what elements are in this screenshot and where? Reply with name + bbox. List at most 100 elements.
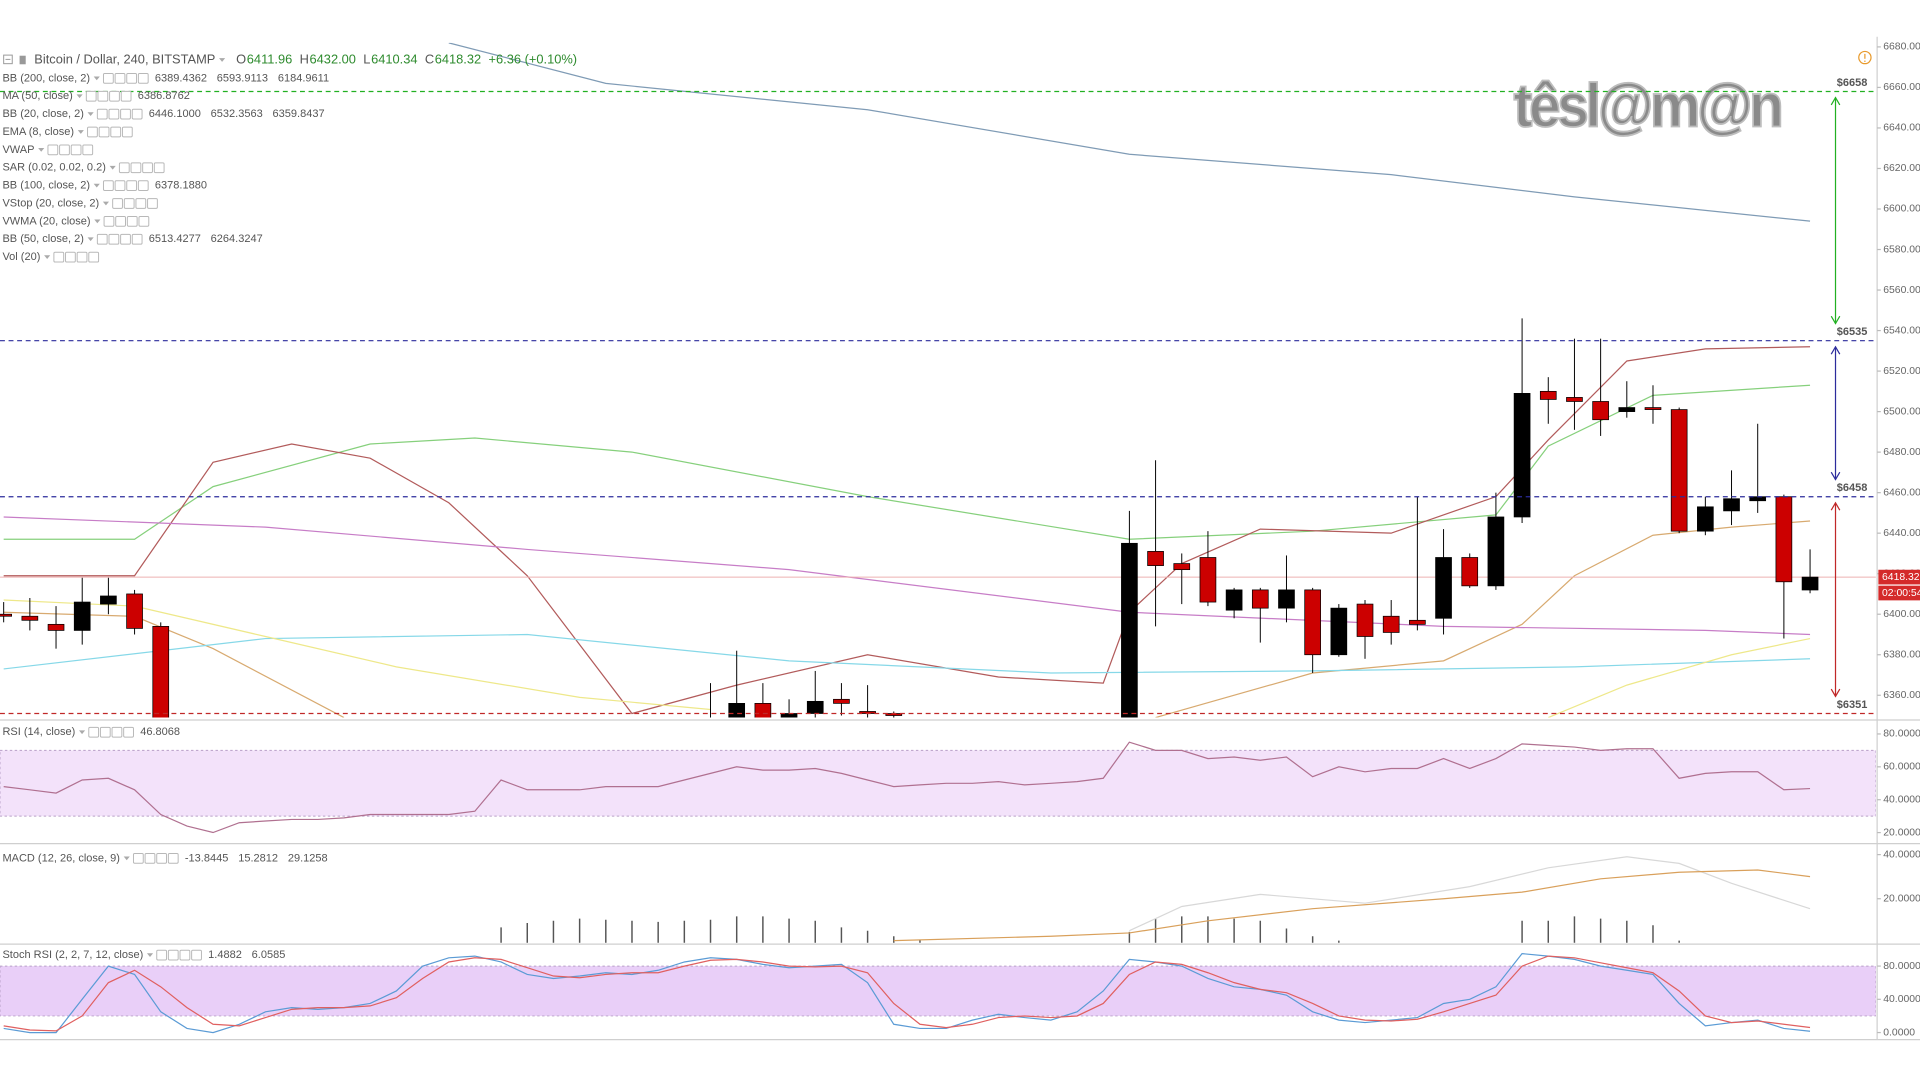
- legend-icon[interactable]: [87, 126, 98, 138]
- legend-icon[interactable]: [97, 90, 109, 102]
- legend-icon[interactable]: [137, 180, 149, 192]
- dropdown-caret[interactable]: [38, 148, 45, 152]
- legend-icon[interactable]: [96, 233, 108, 245]
- legend-icon[interactable]: [191, 949, 202, 961]
- dropdown-caret[interactable]: [109, 165, 116, 170]
- legend-icon[interactable]: [114, 72, 126, 84]
- legend-name: Stoch RSI (2, 2, 7, 12, close): [2, 949, 143, 961]
- dropdown-caret[interactable]: [87, 112, 94, 116]
- legend-icon[interactable]: [120, 90, 132, 102]
- legend-icon[interactable]: [120, 108, 131, 120]
- legend-icon[interactable]: [53, 251, 65, 263]
- level-label: $6658: [1837, 77, 1868, 89]
- legend-icon[interactable]: [126, 72, 138, 84]
- legend-icon[interactable]: [88, 251, 100, 263]
- candle-body: [126, 593, 143, 629]
- dropdown-caret[interactable]: [123, 856, 130, 861]
- legend-value: 6389.4362: [155, 72, 207, 84]
- legend-icon[interactable]: [115, 216, 126, 227]
- legend-icon[interactable]: [102, 72, 114, 84]
- legend-icon[interactable]: [126, 180, 138, 192]
- legend-icon[interactable]: [111, 726, 123, 738]
- legend-icon[interactable]: [123, 198, 135, 209]
- legend-icon[interactable]: [142, 162, 153, 174]
- legend-icon[interactable]: [76, 251, 88, 263]
- legend-icon[interactable]: [156, 852, 168, 864]
- dropdown-caret[interactable]: [44, 255, 51, 259]
- candle-body: [1461, 557, 1479, 587]
- dropdown-caret[interactable]: [93, 76, 100, 81]
- legend-value: 1.4882: [208, 949, 242, 961]
- legend-icon[interactable]: [108, 108, 120, 120]
- candle-body: [1409, 619, 1426, 625]
- watermark: têsl@m@n: [1513, 71, 1780, 139]
- symbol-collapse-icon[interactable]: [3, 54, 13, 65]
- legend-icon[interactable]: [59, 144, 70, 156]
- dropdown-caret[interactable]: [94, 219, 101, 224]
- legend-icon[interactable]: [123, 726, 134, 738]
- legend-icon[interactable]: [144, 852, 156, 864]
- legend-icon[interactable]: [70, 144, 82, 156]
- legend-icon[interactable]: [147, 198, 158, 209]
- legend-icon[interactable]: [130, 162, 142, 174]
- y-tick-label: 20.0000: [1883, 827, 1920, 838]
- legend-icon[interactable]: [120, 233, 131, 245]
- legend-icon[interactable]: [109, 90, 120, 102]
- dropdown-caret[interactable]: [78, 730, 86, 735]
- alert-icon[interactable]: [1858, 50, 1872, 65]
- legend-name: BB (20, close, 2): [2, 108, 83, 120]
- legend-icon[interactable]: [179, 949, 191, 961]
- legend-icon[interactable]: [102, 180, 114, 192]
- candle-body: [1147, 551, 1164, 566]
- legend-icon[interactable]: [126, 216, 138, 227]
- arrow-head: [1830, 501, 1841, 511]
- legend-icon[interactable]: [153, 162, 165, 174]
- y-tick-label: 6560.00: [1883, 285, 1920, 296]
- legend-icon[interactable]: [156, 949, 168, 961]
- legend-icon[interactable]: [138, 216, 150, 227]
- y-tick-label: 6500.00: [1883, 406, 1920, 417]
- legend-value: 6513.4277: [149, 233, 201, 245]
- legend-value: 29.1258: [288, 852, 328, 864]
- symbol-icon: [19, 55, 26, 65]
- ohlc-label: L: [363, 51, 370, 66]
- dropdown-caret[interactable]: [77, 130, 84, 134]
- legend-icon[interactable]: [118, 162, 130, 174]
- dropdown-caret[interactable]: [146, 953, 154, 957]
- legend-icon[interactable]: [82, 144, 94, 156]
- legend-icon[interactable]: [131, 108, 143, 120]
- legend-icon[interactable]: [112, 198, 123, 209]
- legend-icon[interactable]: [131, 233, 143, 245]
- legend-name: SAR (0.02, 0.02, 0.2): [2, 162, 105, 174]
- legend-icon[interactable]: [85, 90, 97, 102]
- legend-icon[interactable]: [96, 108, 108, 120]
- dropdown-caret[interactable]: [87, 237, 94, 242]
- dropdown-caret[interactable]: [76, 94, 83, 99]
- legend-icon[interactable]: [99, 726, 111, 738]
- dropdown-caret[interactable]: [219, 58, 226, 62]
- legend-icon[interactable]: [103, 216, 115, 227]
- legend-icon[interactable]: [135, 198, 147, 209]
- dropdown-caret[interactable]: [102, 201, 109, 206]
- legend-icon[interactable]: [114, 180, 126, 192]
- legend-icon[interactable]: [88, 726, 100, 738]
- legend-icon[interactable]: [167, 852, 179, 864]
- candle-body: [1513, 393, 1531, 518]
- candle-body: [1566, 397, 1583, 402]
- legend-icon[interactable]: [110, 126, 122, 138]
- candle-body: [73, 601, 91, 631]
- y-tick-label: 40.0000: [1883, 849, 1920, 860]
- legend-icon[interactable]: [167, 949, 179, 961]
- dropdown-caret[interactable]: [93, 183, 100, 188]
- legend-icon[interactable]: [65, 251, 76, 263]
- legend-icon[interactable]: [98, 126, 110, 138]
- panel-1: [0, 741, 1876, 834]
- legend-icon[interactable]: [137, 72, 149, 84]
- legend-icon[interactable]: [132, 852, 144, 864]
- legend-icon[interactable]: [47, 144, 59, 156]
- ohlc-label: O: [236, 51, 246, 66]
- legend-icon[interactable]: [121, 126, 133, 138]
- legend-icon[interactable]: [108, 233, 120, 245]
- indicator-line: [3, 346, 1811, 715]
- legend-value: 6.0585: [252, 949, 286, 961]
